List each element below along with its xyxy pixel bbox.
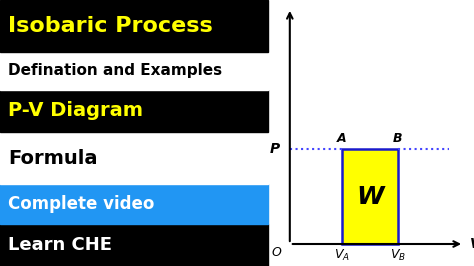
Text: $V_A$: $V_A$	[334, 248, 350, 263]
Bar	[342, 149, 398, 244]
Text: P-V Diagram: P-V Diagram	[8, 102, 143, 120]
Text: W: W	[356, 185, 383, 209]
Text: P: P	[283, 0, 293, 3]
Text: P: P	[270, 142, 280, 156]
Bar	[268, 0, 474, 266]
Text: O: O	[272, 246, 282, 259]
Bar	[0, 90, 268, 132]
Bar	[0, 132, 268, 184]
Text: Formula: Formula	[8, 148, 98, 168]
Text: $V_B$: $V_B$	[390, 248, 406, 263]
Text: Complete video: Complete video	[8, 195, 155, 213]
Text: B: B	[393, 132, 402, 145]
Text: Defination and Examples: Defination and Examples	[8, 64, 222, 78]
Bar	[0, 0, 268, 52]
Text: Isobaric Process: Isobaric Process	[8, 16, 213, 36]
Text: A: A	[337, 132, 346, 145]
Bar	[0, 184, 268, 224]
Text: V: V	[470, 237, 474, 251]
Bar	[0, 224, 268, 266]
Bar	[0, 52, 268, 90]
Text: Learn CHE: Learn CHE	[8, 236, 112, 254]
